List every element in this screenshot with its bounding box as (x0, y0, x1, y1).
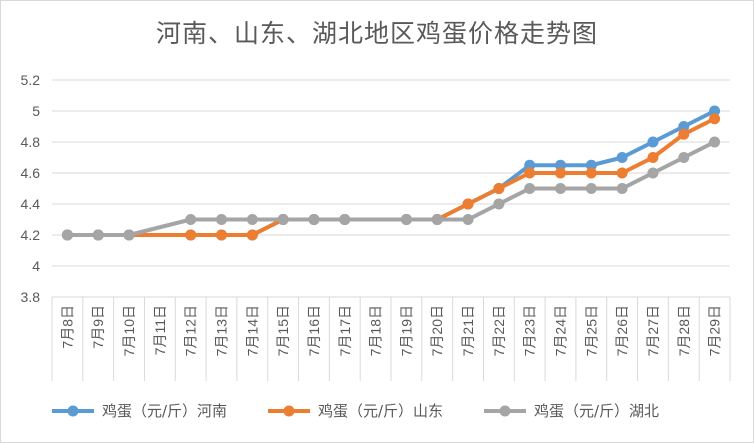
data-point (493, 198, 505, 210)
x-tick-label: 7月28日 (676, 305, 692, 356)
legend-marker (499, 405, 511, 417)
data-point (585, 183, 597, 194)
chart-title: 河南、山东、湖北地区鸡蛋价格走势图 (155, 19, 598, 48)
data-point (647, 136, 659, 148)
legend-label: 鸡蛋（元/斤）山东 (318, 402, 443, 420)
x-tick-label: 7月17日 (337, 305, 353, 356)
data-point (246, 214, 258, 225)
data-point (185, 229, 197, 241)
data-point (246, 229, 258, 241)
data-point (185, 214, 197, 225)
series-3 (61, 136, 721, 241)
x-tick-label: 7月22日 (491, 305, 507, 356)
data-point (678, 152, 690, 163)
legend-marker (283, 405, 295, 417)
x-tick-label: 7月10日 (121, 305, 137, 356)
data-point (585, 167, 597, 179)
data-point (400, 214, 412, 225)
x-tick-label: 7月26日 (614, 305, 630, 356)
data-point (277, 214, 289, 225)
x-tick-label: 7月24日 (553, 305, 569, 356)
y-tick-label: 4.4 (21, 196, 41, 212)
data-point (709, 136, 721, 148)
y-tick-label: 5 (32, 103, 40, 119)
x-tick-label: 7月16日 (306, 305, 322, 356)
legend-label: 鸡蛋（元/斤）湖北 (534, 402, 659, 420)
data-point (585, 159, 597, 171)
x-tick-label: 7月20日 (429, 305, 445, 356)
legend-label: 鸡蛋（元/斤）河南 (102, 402, 227, 420)
data-point (524, 167, 536, 179)
data-point (308, 214, 320, 225)
data-point (216, 229, 227, 241)
x-tick-label: 7月12日 (183, 305, 199, 356)
x-tick-label: 7月27日 (645, 305, 661, 356)
data-point (216, 214, 227, 225)
data-point (678, 128, 690, 140)
data-point (555, 159, 566, 171)
x-tick-label: 7月14日 (244, 305, 260, 356)
x-tick-label: 7月11日 (152, 305, 168, 355)
data-point (431, 214, 443, 225)
data-point (462, 198, 474, 210)
x-tick-label: 7月8日 (59, 305, 75, 349)
data-point (555, 167, 566, 179)
data-point (709, 105, 721, 117)
x-tick-label: 7月18日 (368, 305, 384, 356)
data-point (616, 152, 628, 163)
data-point (61, 229, 73, 241)
x-tick-label: 7月29日 (707, 305, 723, 356)
data-point (647, 167, 659, 179)
y-tick-label: 4.2 (21, 227, 41, 243)
x-tick-label: 7月9日 (90, 305, 106, 349)
x-tick-label: 7月23日 (522, 305, 538, 356)
legend-marker (67, 405, 79, 417)
y-tick-label: 4.6 (21, 165, 41, 181)
data-point (524, 159, 536, 171)
data-point (647, 152, 659, 163)
x-tick-label: 7月25日 (583, 305, 599, 356)
data-point (709, 113, 721, 125)
data-point (555, 183, 566, 194)
x-tick-label: 7月15日 (275, 305, 291, 356)
x-tick-label: 7月13日 (214, 305, 230, 356)
x-tick-label: 7月19日 (398, 305, 414, 356)
data-point (493, 183, 505, 194)
x-tick-label: 7月21日 (460, 305, 476, 356)
y-tick-label: 3.8 (21, 289, 41, 305)
y-tick-label: 4.8 (21, 134, 41, 150)
data-point (616, 167, 628, 179)
data-point (339, 214, 351, 225)
data-point (616, 183, 628, 194)
data-point (123, 229, 135, 241)
data-point (524, 183, 536, 194)
y-tick-label: 4 (32, 258, 40, 274)
data-point (678, 121, 690, 132)
y-tick-label: 5.2 (21, 72, 41, 88)
data-point (462, 214, 474, 225)
data-point (92, 229, 104, 241)
